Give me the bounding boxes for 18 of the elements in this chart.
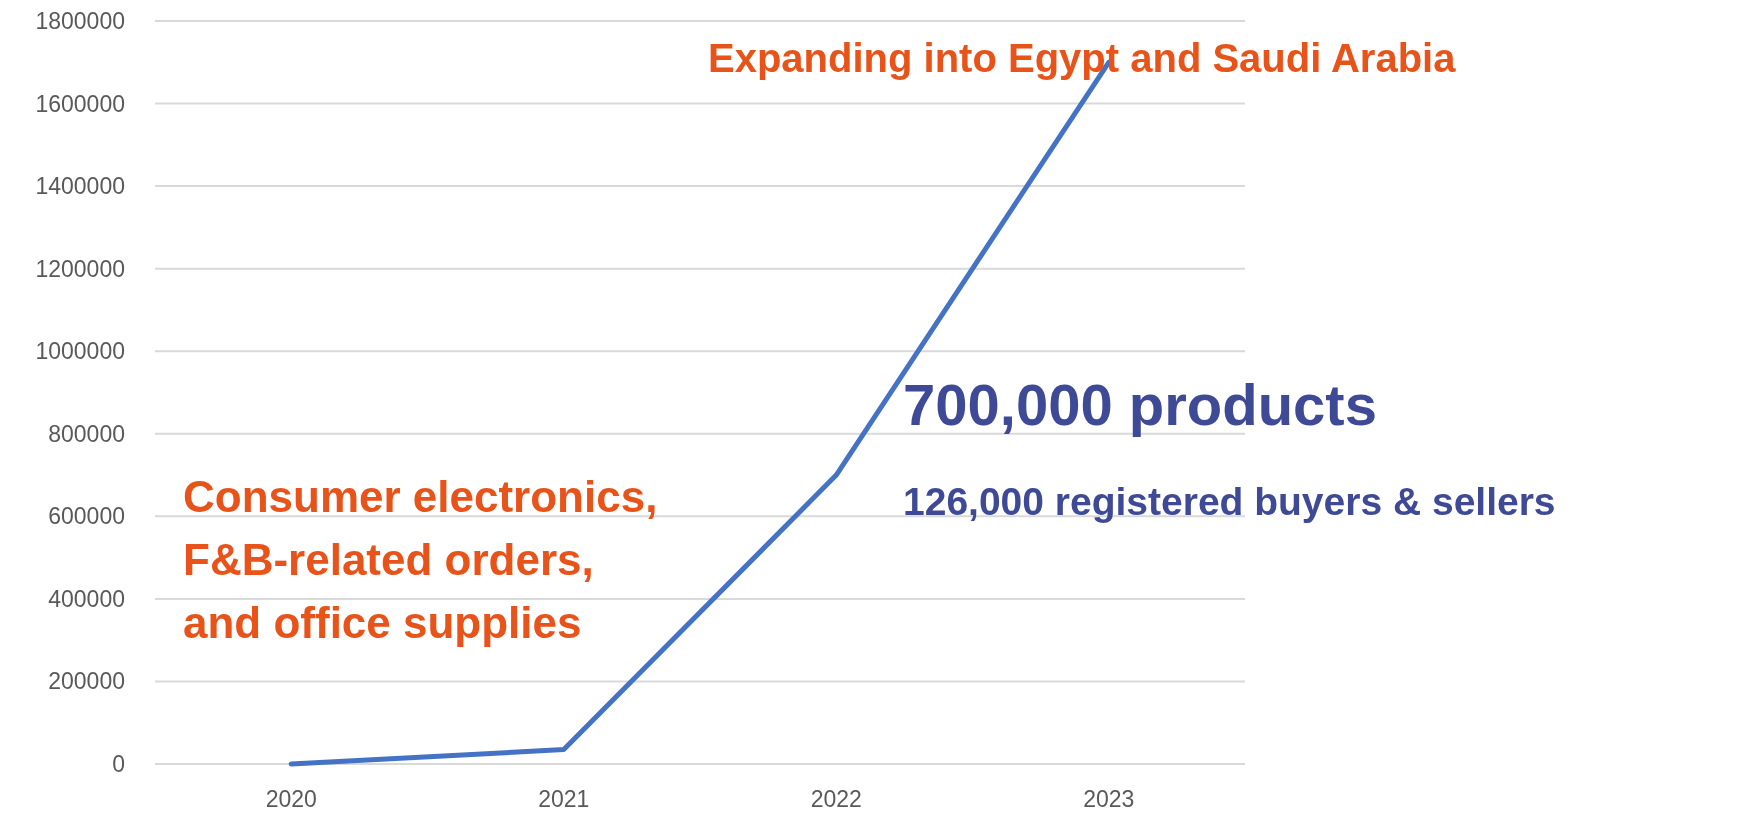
y-tick-label: 1800000 bbox=[35, 8, 125, 35]
x-tick-label: 2022 bbox=[810, 786, 862, 812]
x-tick-label: 2020 bbox=[265, 786, 317, 812]
annotation: 700,000 products bbox=[903, 372, 1377, 437]
y-tick-label: 200000 bbox=[48, 668, 125, 695]
y-tick-label: 1200000 bbox=[35, 255, 125, 282]
y-tick-label: 1400000 bbox=[35, 173, 125, 200]
y-tick-label: 0 bbox=[112, 751, 125, 778]
annotation: Consumer electronics, F&B-related orders, and office supplies bbox=[183, 472, 658, 647]
y-tick-label: 600000 bbox=[48, 503, 125, 530]
annotation: 126,000 registered buyers & sellers bbox=[903, 480, 1556, 523]
x-tick-label: 2021 bbox=[538, 786, 590, 812]
x-tick-label: 2023 bbox=[1083, 786, 1135, 812]
y-tick-label: 800000 bbox=[48, 420, 125, 447]
y-tick-label: 400000 bbox=[48, 585, 125, 612]
annotation: Expanding into Egypt and Saudi Arabia bbox=[708, 36, 1457, 80]
y-tick-label: 1600000 bbox=[35, 90, 125, 117]
y-tick-label: 1000000 bbox=[35, 338, 125, 365]
